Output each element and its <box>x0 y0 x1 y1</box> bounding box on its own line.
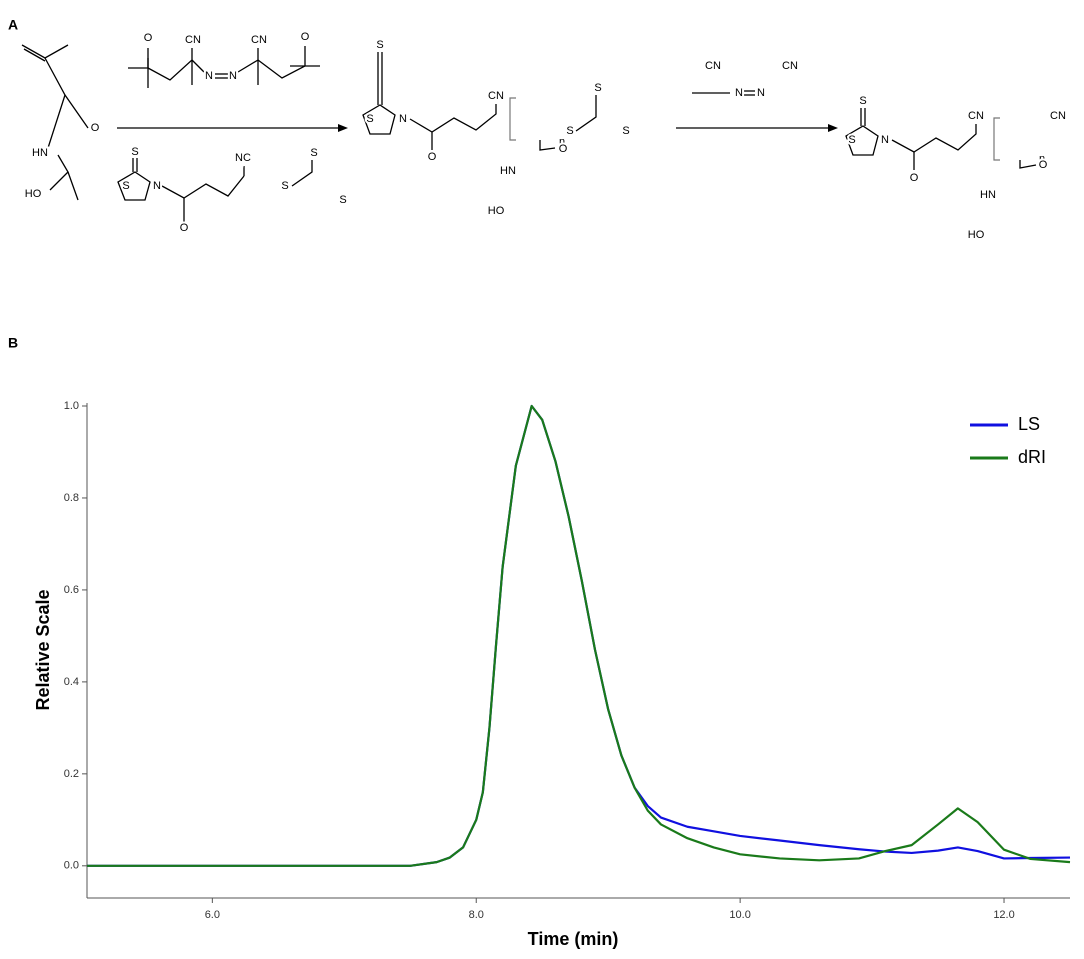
atom-label: O <box>180 222 189 234</box>
legend-label: dRI <box>1018 447 1046 467</box>
atom-label: O <box>428 151 437 163</box>
atom-label: N <box>153 180 161 192</box>
bond <box>409 104 497 133</box>
atom-label: NC <box>235 152 251 164</box>
y-tick-label: 0.6 <box>64 584 79 596</box>
arrowhead <box>828 124 838 132</box>
atom-label: O <box>559 143 568 155</box>
x-tick-label: 6.0 <box>205 909 220 921</box>
atom-label: S <box>594 82 601 94</box>
atom-label: O <box>301 31 310 43</box>
atom-label: N <box>735 87 743 99</box>
atom-label: CN <box>251 34 267 46</box>
bond <box>191 59 205 73</box>
y-tick-label: 1.0 <box>64 400 79 412</box>
panel-label: A <box>8 17 18 33</box>
atom-label: N <box>399 113 407 125</box>
bracket <box>993 117 1000 161</box>
atom-label: S <box>622 125 629 137</box>
series-line <box>87 404 1071 867</box>
arrowhead <box>338 124 348 132</box>
reaction-scheme <box>21 44 1037 222</box>
atom-label: CN <box>705 60 721 72</box>
y-tick-label: 0.4 <box>64 676 79 688</box>
atom-label: S <box>859 95 866 107</box>
atom-label: HO <box>488 205 505 217</box>
x-tick-label: 12.0 <box>993 909 1014 921</box>
bond <box>291 160 313 187</box>
x-tick-label: 8.0 <box>469 909 484 921</box>
atom-label: CN <box>1050 110 1066 122</box>
bond <box>49 154 69 191</box>
ring <box>117 171 151 201</box>
atom-label: CN <box>488 90 504 102</box>
atom-label: O <box>144 32 153 44</box>
atom-label: CN <box>185 34 201 46</box>
series-line <box>87 404 1071 867</box>
atom-label: O <box>1039 159 1048 171</box>
bond <box>237 48 259 73</box>
bracket <box>509 97 516 141</box>
bond <box>147 48 193 81</box>
atom-label: S <box>566 125 573 137</box>
atom-label: HN <box>500 165 516 177</box>
atom-label: HO <box>968 229 985 241</box>
atom-label: S <box>848 134 855 146</box>
bond <box>539 140 556 151</box>
atom-label: S <box>122 180 129 192</box>
bond <box>67 171 79 201</box>
atom-label: S <box>310 147 317 159</box>
atom-label: CN <box>782 60 798 72</box>
panel-label: B <box>8 335 18 351</box>
ring <box>845 125 879 156</box>
y-tick-label: 0.0 <box>64 860 79 872</box>
bond <box>23 48 46 62</box>
atom-label: S <box>131 146 138 158</box>
atom-label: S <box>376 39 383 51</box>
legend-label: LS <box>1018 414 1040 434</box>
atom-label: CN <box>968 110 984 122</box>
atom-label: N <box>757 87 765 99</box>
bond <box>161 175 245 199</box>
atom-label: HN <box>32 147 48 159</box>
atom-label: HN <box>980 189 996 201</box>
y-tick-label: 0.2 <box>64 768 79 780</box>
atom-label: n <box>1039 153 1045 165</box>
x-tick-label: 10.0 <box>729 909 750 921</box>
bond <box>44 57 89 129</box>
atom-label: O <box>910 172 919 184</box>
bond <box>575 95 597 132</box>
bond <box>891 124 977 153</box>
ring <box>362 104 396 135</box>
atom-label: HO <box>25 188 42 200</box>
bond <box>257 46 306 79</box>
bond <box>47 94 66 149</box>
atom-label: N <box>881 134 889 146</box>
bond <box>128 48 149 69</box>
y-tick-label: 0.8 <box>64 492 79 504</box>
atom-label: S <box>339 194 346 206</box>
x-axis-title: Time (min) <box>528 929 619 949</box>
atom-label: N <box>229 70 237 82</box>
atom-label: n <box>559 136 565 148</box>
y-axis-title: Relative Scale <box>33 589 53 710</box>
atom-label: N <box>205 70 213 82</box>
atom-label: S <box>281 180 288 192</box>
bond <box>1019 160 1037 169</box>
atom-label: O <box>91 122 100 134</box>
atom-label: S <box>366 113 373 125</box>
